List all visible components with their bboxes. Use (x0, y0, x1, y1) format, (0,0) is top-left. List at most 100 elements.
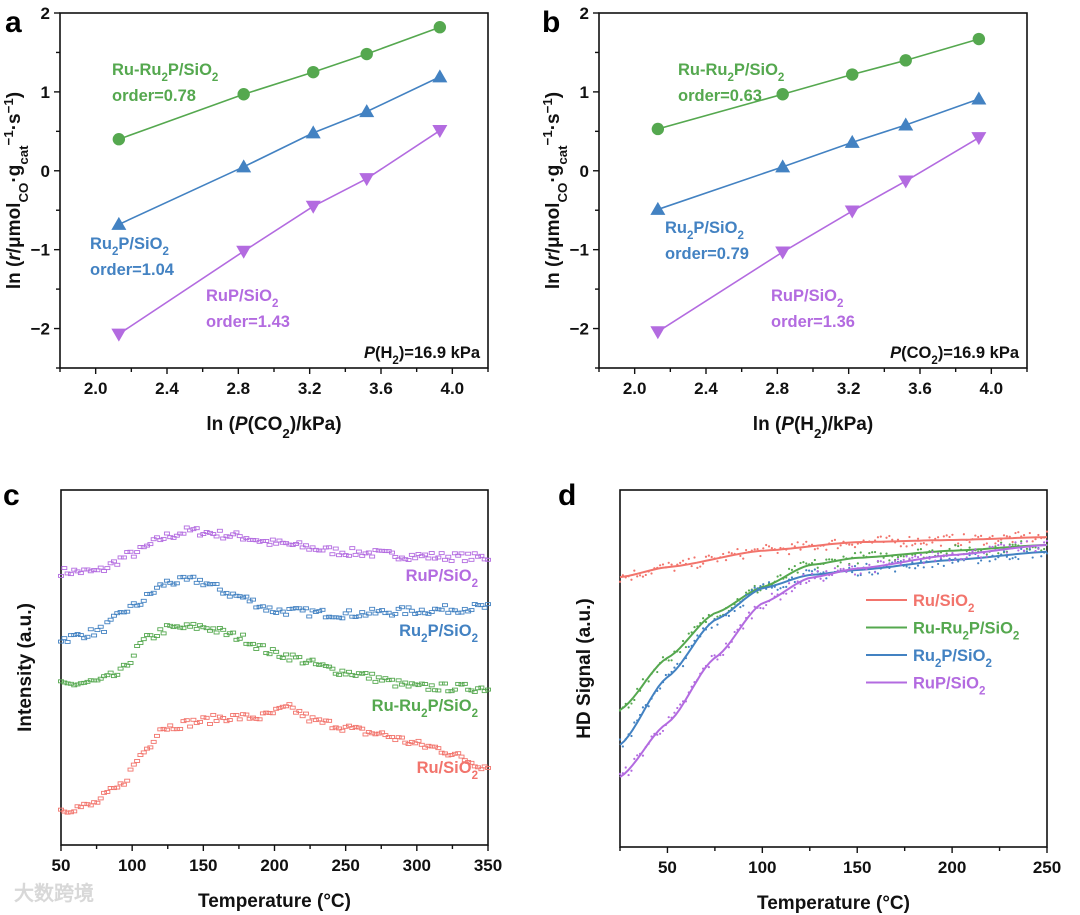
data-point (190, 574, 197, 579)
data-point (937, 536, 940, 539)
series-label: RuP/SiO2 (406, 567, 478, 590)
data-point (412, 612, 419, 616)
data-point (226, 594, 233, 599)
fit-curve (619, 544, 1048, 778)
data-point (263, 539, 270, 543)
data-point (982, 543, 986, 546)
data-point (207, 722, 213, 726)
data-point (346, 723, 352, 728)
data-point (905, 565, 908, 568)
data-point (415, 611, 422, 616)
data-point (478, 603, 485, 608)
data-point (124, 663, 131, 668)
data-point (111, 559, 117, 564)
data-point-circle (776, 88, 789, 101)
data-point (656, 670, 659, 674)
order-label: order=1.43 (206, 313, 290, 331)
data-point (485, 602, 491, 607)
data-point (177, 531, 184, 536)
data-point-triangle-down (359, 173, 375, 187)
data-point (724, 642, 728, 645)
data-point (991, 545, 994, 549)
data-point (667, 561, 670, 564)
data-point (240, 712, 247, 717)
data-point (1045, 530, 1049, 533)
data-point (765, 543, 768, 547)
data-point (339, 668, 346, 673)
panel-label: c (3, 479, 20, 512)
data-point (716, 615, 719, 618)
data-point (64, 810, 71, 815)
data-point (240, 595, 247, 600)
y-tick-label: 2 (41, 4, 50, 23)
series-scatter (58, 525, 491, 578)
data-point (375, 675, 382, 680)
data-point (259, 604, 266, 609)
data-point (319, 720, 326, 725)
data-point (885, 536, 888, 539)
series-label: Ru2P/SiO2 (399, 622, 478, 645)
data-point (362, 613, 369, 618)
data-point (246, 537, 253, 542)
data-point (107, 670, 114, 675)
data-point (468, 760, 475, 765)
data-point (306, 614, 313, 619)
data-point (309, 657, 316, 662)
data-point (710, 626, 713, 629)
data-point (286, 542, 293, 547)
data-point (702, 627, 705, 630)
data-point (1005, 555, 1008, 558)
data-point (802, 561, 805, 564)
data-point (203, 530, 210, 534)
data-point (359, 553, 366, 558)
data-point (279, 540, 286, 545)
data-point (127, 767, 134, 772)
data-point (455, 610, 462, 615)
data-point (465, 551, 472, 556)
data-point-triangle-up (236, 159, 252, 173)
data-point (787, 582, 791, 585)
data-point (293, 606, 299, 611)
data-point-circle (112, 133, 126, 146)
data-point (736, 547, 739, 551)
data-point (670, 659, 673, 662)
data-point (147, 542, 154, 547)
data-point (957, 544, 960, 548)
data-point (891, 538, 894, 541)
data-point (991, 534, 994, 538)
data-point (1014, 543, 1017, 546)
data-point (223, 534, 230, 539)
x-tick-label: 3.2 (298, 379, 322, 398)
data-point (326, 614, 333, 619)
data-point (455, 553, 462, 558)
data-point (372, 548, 379, 553)
data-point (94, 628, 101, 633)
data-point (859, 551, 862, 554)
data-point (104, 620, 111, 625)
data-point (438, 607, 445, 612)
data-point (312, 610, 319, 614)
data-point (236, 636, 243, 641)
data-point (839, 544, 842, 547)
data-point (916, 537, 920, 540)
data-point (862, 554, 865, 557)
data-point (779, 574, 782, 577)
data-point (150, 739, 157, 744)
data-point-circle (237, 88, 250, 101)
y-tick-label: −2 (31, 320, 50, 339)
order-label: order=1.36 (771, 313, 855, 331)
data-point (630, 578, 633, 581)
data-point-triangle-up (359, 104, 375, 118)
data-point-triangle-down (111, 328, 127, 342)
data-point (362, 732, 369, 737)
data-point (948, 547, 951, 551)
series-scatter (58, 574, 491, 644)
data-point (167, 535, 174, 540)
data-point (154, 535, 160, 540)
data-point (173, 581, 180, 586)
data-point (1037, 533, 1040, 537)
data-point (753, 548, 756, 551)
data-point (154, 733, 160, 738)
data-point (180, 719, 187, 724)
data-point (382, 611, 389, 616)
